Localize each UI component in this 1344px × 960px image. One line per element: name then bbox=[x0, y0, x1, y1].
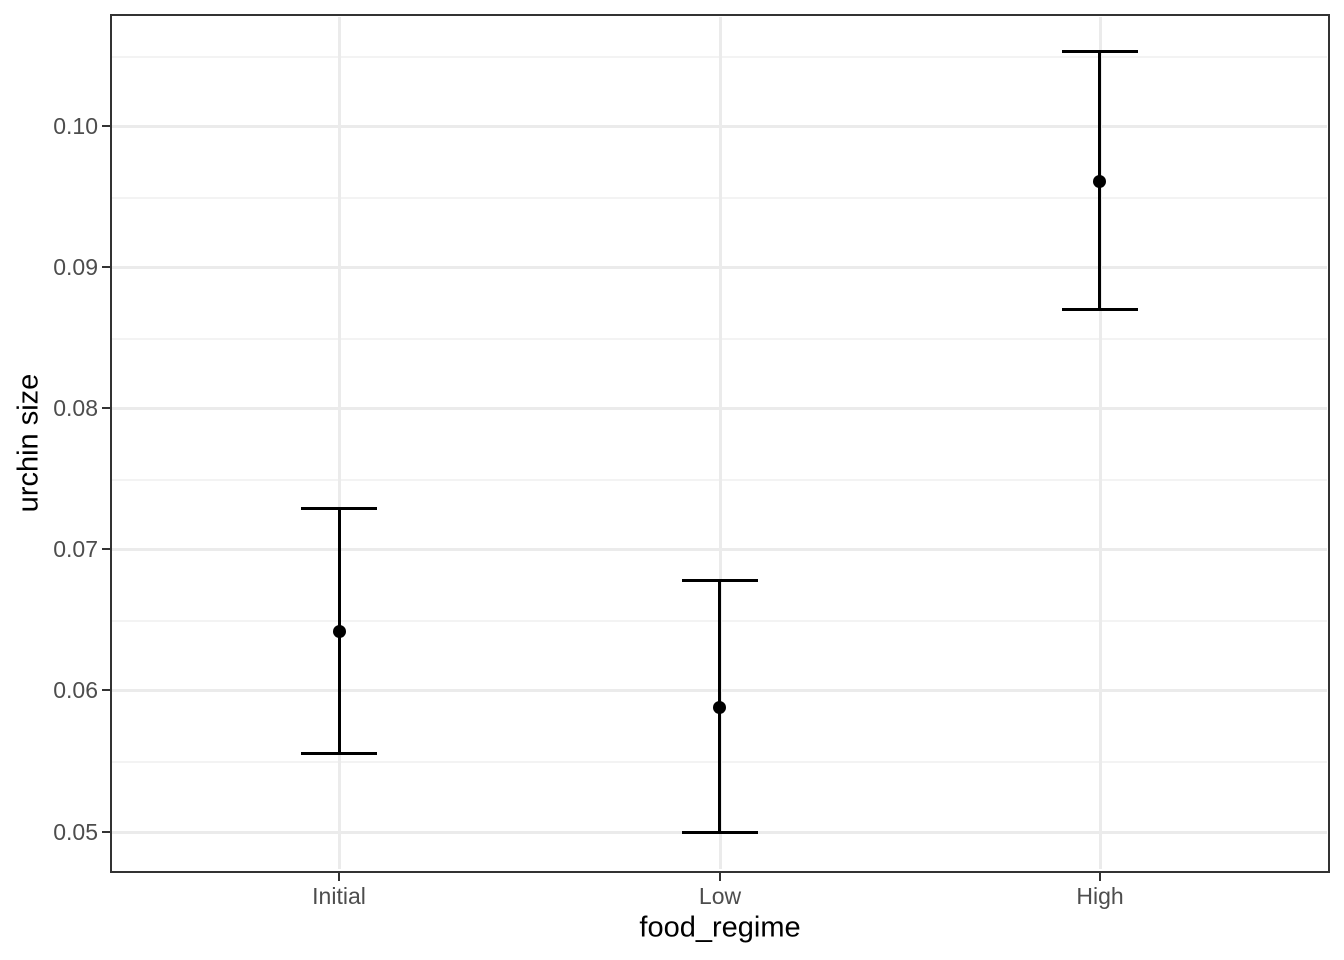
point-low bbox=[713, 701, 726, 714]
y-tick-0.06 bbox=[102, 689, 111, 691]
x-tick-high bbox=[1099, 872, 1101, 881]
x-tick-label-initial: Initial bbox=[312, 883, 366, 909]
y-axis-title: urchin size bbox=[12, 373, 45, 513]
errorbar-cap-bottom-low bbox=[682, 831, 758, 834]
errorbar-cap-bottom-initial bbox=[301, 752, 377, 755]
y-tick-label-0.05: 0.05 bbox=[53, 819, 98, 845]
y-tick-0.07 bbox=[102, 548, 111, 550]
errorbar-cap-top-initial bbox=[301, 507, 377, 510]
gridline-x-low bbox=[719, 17, 722, 869]
y-tick-label-0.1: 0.10 bbox=[53, 113, 98, 139]
errorbar-cap-top-low bbox=[682, 579, 758, 582]
y-tick-label-0.06: 0.06 bbox=[53, 677, 98, 703]
x-axis-title: food_regime bbox=[639, 911, 801, 944]
errorbar-cap-bottom-high bbox=[1062, 308, 1138, 311]
y-tick-label-0.07: 0.07 bbox=[53, 536, 98, 562]
x-tick-label-high: High bbox=[1076, 883, 1124, 909]
errorbar-cap-top-high bbox=[1062, 50, 1138, 53]
y-tick-label-0.08: 0.08 bbox=[53, 395, 98, 421]
y-tick-0.05 bbox=[102, 831, 111, 833]
x-tick-low bbox=[719, 872, 721, 881]
x-tick-initial bbox=[338, 872, 340, 881]
y-tick-0.1 bbox=[102, 125, 111, 127]
point-high bbox=[1093, 175, 1106, 188]
point-initial bbox=[333, 625, 346, 638]
gridline-x-initial bbox=[338, 17, 341, 869]
x-tick-label-low: Low bbox=[698, 883, 742, 909]
y-tick-label-0.09: 0.09 bbox=[53, 254, 98, 280]
y-tick-0.08 bbox=[102, 407, 111, 409]
y-tick-0.09 bbox=[102, 266, 111, 268]
gridline-x-high bbox=[1099, 17, 1102, 869]
